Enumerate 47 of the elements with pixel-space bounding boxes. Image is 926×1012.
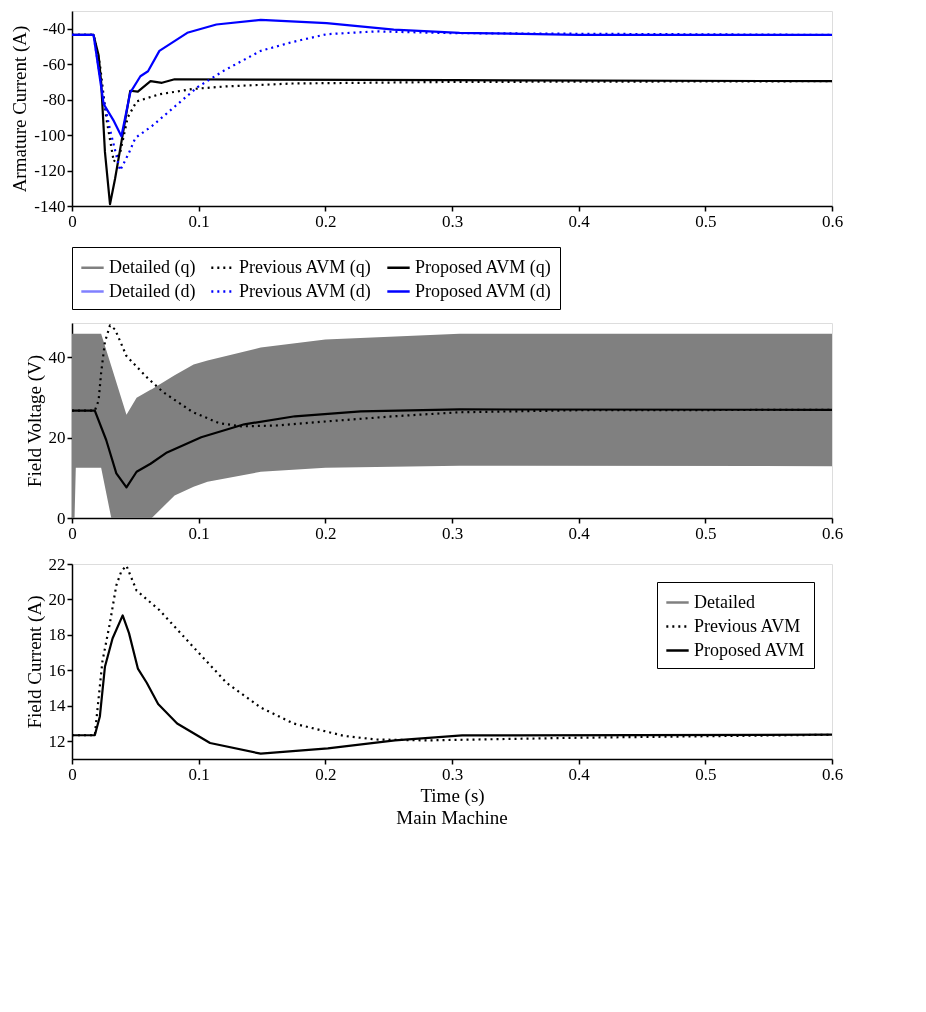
x-tick-label: 0.3 (441, 523, 464, 543)
legend-label: Proposed AVM (q) (415, 256, 551, 278)
y-axis-title: Armature Current (A) (9, 25, 32, 193)
x-tick-label: 0.5 (695, 211, 717, 231)
legend-label: Previous AVM (q) (239, 256, 371, 278)
x-tick-label: 0.1 (188, 523, 210, 543)
legend-label: Previous AVM (d) (239, 280, 371, 302)
y-tick-label: -80 (42, 90, 66, 110)
y-tick-label: 20 (48, 428, 66, 448)
x-tick-label: 0.4 (568, 764, 591, 784)
x-tick-label: 0.1 (188, 211, 210, 231)
x-tick-label: 0.2 (315, 523, 337, 543)
x-tick-label: 0.1 (188, 764, 210, 784)
x-tick-label: 0.3 (441, 211, 464, 231)
y-tick-label: 22 (48, 554, 66, 574)
y-tick-label: -140 (34, 196, 66, 216)
y-tick-label: 14 (48, 696, 66, 716)
y-axis-title: Field Current (A) (23, 595, 46, 729)
y-tick-label: 18 (48, 625, 66, 645)
x-tick-label: 0.6 (821, 523, 844, 543)
y-tick-label: 20 (48, 589, 66, 609)
x-tick-label: 0.2 (315, 211, 337, 231)
legend-label: Previous AVM (694, 615, 801, 636)
x-tick-label: 0.3 (441, 764, 464, 784)
x-tick-label: 0.4 (568, 523, 591, 543)
y-tick-label: 12 (48, 731, 66, 751)
x-tick-label: 0.5 (695, 523, 717, 543)
y-tick-label: -100 (34, 125, 66, 145)
y-tick-label: -120 (34, 161, 66, 181)
legend-label: Detailed (d) (109, 280, 196, 302)
legend-label: Detailed (q) (109, 256, 196, 278)
legend-label: Proposed AVM (694, 639, 805, 660)
x-tick-label: 0.6 (821, 211, 844, 231)
x-tick-label: 0.5 (695, 764, 717, 784)
x-tick-label: 0.4 (568, 211, 591, 231)
text: Main Machine (396, 807, 508, 828)
legend-label: Proposed AVM (d) (415, 280, 551, 302)
legend-label: Detailed (694, 591, 755, 612)
x-axis-title: Time (s) (420, 784, 485, 807)
y-tick-label: 16 (48, 660, 66, 680)
y-tick-label: 40 (48, 347, 66, 367)
y-tick-label: -60 (42, 54, 66, 74)
y-axis-title: Field Voltage (V) (23, 354, 46, 488)
y-tick-label: 0 (57, 508, 66, 528)
y-tick-label: -40 (42, 19, 66, 39)
x-tick-label: 0.2 (315, 764, 337, 784)
x-tick-label: 0.6 (821, 764, 844, 784)
